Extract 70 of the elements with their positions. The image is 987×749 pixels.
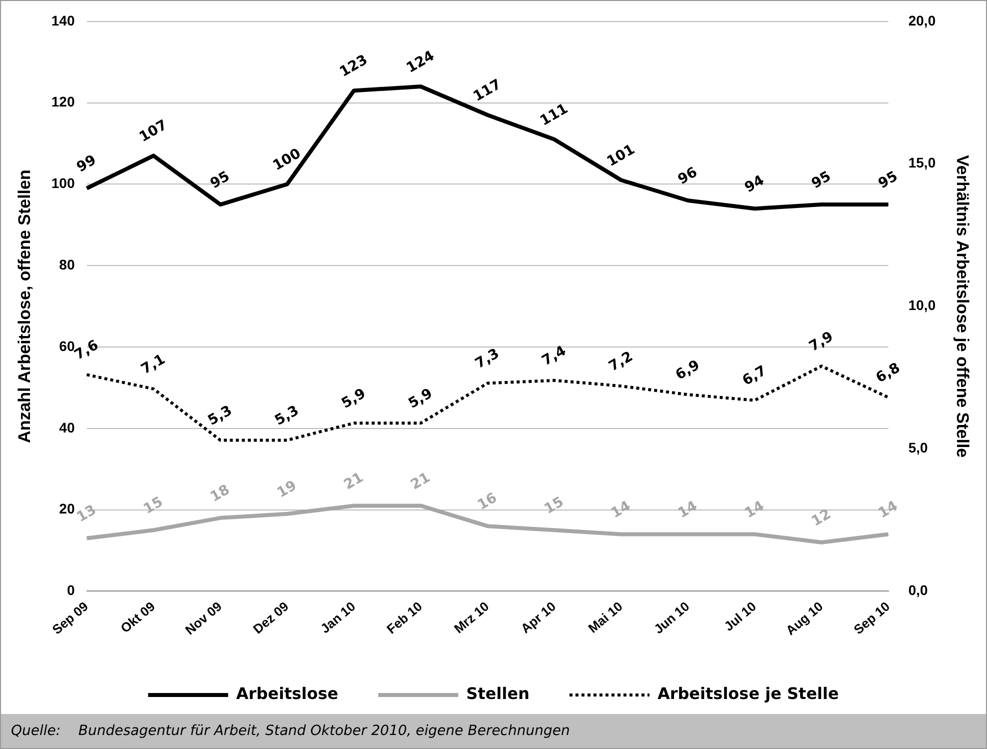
data-label: 12 bbox=[808, 506, 834, 530]
data-label: 95 bbox=[808, 168, 834, 192]
data-label: 5,9 bbox=[406, 386, 436, 412]
y-tick-label: 100 bbox=[51, 175, 75, 192]
y-tick-label: 80 bbox=[59, 256, 75, 272]
data-label: 7,4 bbox=[539, 342, 570, 370]
x-tick-label: Jan 10 bbox=[318, 598, 358, 636]
y-tick-label: 40 bbox=[59, 419, 75, 436]
y-tick-label: 140 bbox=[51, 12, 75, 28]
x-tick-label: Jun 10 bbox=[650, 598, 692, 637]
data-label: 95 bbox=[876, 168, 901, 192]
data-label: 21 bbox=[408, 470, 434, 494]
data-label: 14 bbox=[742, 498, 768, 522]
data-label: 95 bbox=[208, 168, 233, 192]
data-label: 18 bbox=[208, 482, 233, 506]
data-label: 16 bbox=[474, 490, 500, 514]
data-label: 96 bbox=[675, 164, 700, 188]
data-label: 13 bbox=[74, 502, 100, 526]
x-tick-label: Okt 09 bbox=[118, 598, 158, 636]
data-label: 99 bbox=[74, 152, 100, 176]
y-tick-label: 120 bbox=[51, 94, 75, 110]
data-label: 14 bbox=[608, 498, 634, 522]
data-label: 15 bbox=[140, 494, 166, 518]
data-label: 7,1 bbox=[138, 351, 168, 378]
data-label: 19 bbox=[274, 478, 300, 502]
y2-tick-label: 5,0 bbox=[908, 440, 928, 456]
legend-label: Arbeitslose je Stelle bbox=[657, 684, 840, 704]
data-label: 5,3 bbox=[272, 402, 302, 430]
data-label: 124 bbox=[404, 48, 438, 76]
data-label: 6,8 bbox=[873, 360, 903, 386]
y-tick-label: 60 bbox=[59, 338, 75, 354]
data-label: 15 bbox=[542, 494, 567, 518]
y2-axis-title: Verhältnis Arbeitslose je offene Stelle bbox=[953, 154, 972, 458]
x-tick-label: Jul 10 bbox=[721, 598, 759, 634]
data-label: 123 bbox=[337, 52, 370, 81]
x-tick-label: Mai 10 bbox=[585, 598, 626, 636]
x-tick-label: Feb 10 bbox=[384, 598, 425, 637]
data-label: 117 bbox=[470, 76, 504, 105]
data-label: 100 bbox=[270, 146, 304, 174]
data-label: 94 bbox=[742, 172, 768, 196]
data-label: 7,2 bbox=[606, 348, 636, 375]
data-label: 5,9 bbox=[339, 386, 369, 412]
x-tick-label: Apr 10 bbox=[518, 598, 559, 636]
data-label: 101 bbox=[604, 142, 638, 170]
data-label: 14 bbox=[675, 498, 700, 522]
source-note: Quelle: Bundesagentur für Arbeit, Stand Oktober 2010, eigene Berechnungen bbox=[1, 714, 986, 748]
y-axis-title: Anzahl Arbeitslose, offene Stellen bbox=[14, 170, 34, 443]
data-label: 6,9 bbox=[673, 357, 703, 384]
x-tick-label: Aug 10 bbox=[782, 598, 826, 638]
data-label: 107 bbox=[136, 117, 170, 146]
data-label: 7,9 bbox=[806, 328, 836, 355]
data-label: 5,3 bbox=[205, 402, 235, 430]
data-label: 6,7 bbox=[740, 362, 770, 390]
legend-label: Stellen bbox=[466, 684, 530, 704]
y2-tick-label: 20,0 bbox=[908, 12, 936, 28]
x-tick-label: Sep 10 bbox=[850, 598, 893, 638]
legend-label: Arbeitslose bbox=[236, 684, 338, 704]
data-label: 21 bbox=[341, 470, 366, 494]
y2-tick-label: 0,0 bbox=[908, 582, 928, 598]
data-label: 111 bbox=[538, 100, 571, 130]
data-label: 14 bbox=[876, 498, 901, 522]
y2-tick-label: 10,0 bbox=[908, 297, 936, 314]
x-tick-label: Dez 09 bbox=[250, 598, 292, 637]
x-tick-label: Sep 09 bbox=[49, 598, 91, 638]
x-tick-label: Nov 09 bbox=[182, 598, 225, 638]
x-tick-label: Mrz 10 bbox=[451, 598, 492, 636]
data-label: 7,3 bbox=[472, 346, 502, 372]
y2-tick-label: 15,0 bbox=[908, 154, 936, 171]
y-tick-label: 20 bbox=[59, 500, 75, 517]
y-tick-label: 0 bbox=[66, 582, 75, 598]
